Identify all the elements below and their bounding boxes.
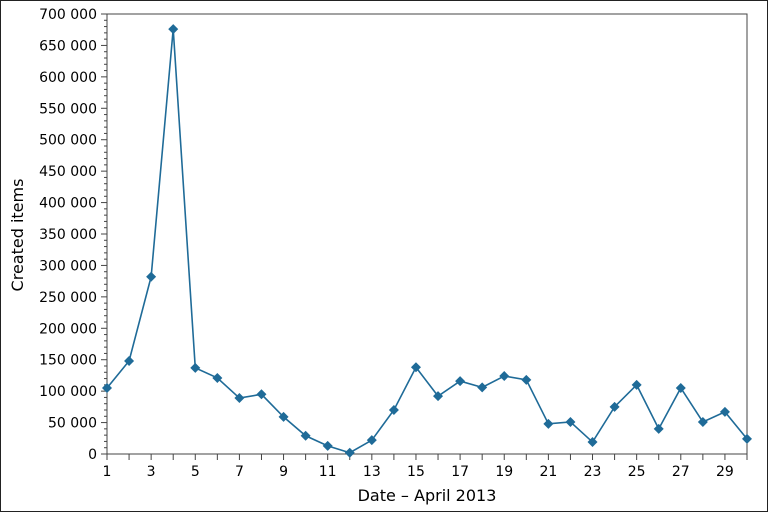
data-point-marker [609,401,620,412]
data-point-marker [477,382,488,393]
plot-frame [106,13,748,455]
y-axis-label: Created items [8,179,27,292]
y-tick-label: 50 000 [48,416,97,432]
y-tick-label: 100 000 [39,384,97,400]
data-point-marker [631,379,642,390]
y-tick-label: 650 000 [39,38,97,54]
y-tick-label: 550 000 [39,101,97,117]
data-point-marker [212,372,223,383]
y-tick-label: 700 000 [39,7,97,23]
data-point-marker [190,362,201,373]
x-tick-label: 15 [407,464,425,480]
y-tick-label: 350 000 [39,227,97,243]
data-point-marker [565,416,576,427]
data-point-marker [433,391,444,402]
data-point-marker [388,405,399,415]
data-point-marker [499,371,510,382]
data-point-marker [146,271,157,282]
data-point-marker [587,437,598,448]
x-tick-label: 27 [672,464,690,480]
data-point-marker [256,389,267,400]
data-point-marker [278,411,289,422]
x-tick-label: 11 [319,464,337,480]
data-point-marker [168,24,179,35]
y-tick-label: 250 000 [39,290,97,306]
data-point-marker [543,418,554,429]
data-point-marker [742,433,752,444]
data-point-marker [410,362,421,373]
axes: 0 50 000 100 000 150 000 200 000 250 000 300 0… [39,7,748,480]
series [102,24,752,458]
x-tick-label: 19 [495,464,513,480]
data-point-marker [366,435,377,446]
y-tick-label: 300 000 [39,258,97,274]
y-tick-label: 150 000 [39,353,97,369]
data-point-marker [102,383,112,393]
y-tick-label: 500 000 [39,133,97,149]
y-tick-label: 200 000 [39,321,97,337]
y-tick-label: 450 000 [39,164,97,180]
x-tick-label: 23 [584,464,602,480]
x-tick-label: 3 [147,464,156,480]
data-point-marker [697,416,708,427]
data-point-marker [455,376,466,387]
data-point-marker [653,423,664,434]
data-point-marker [234,393,245,404]
data-point-marker [521,374,532,385]
x-tick-label: 13 [363,464,381,480]
y-tick-label: 0 [88,447,97,463]
x-tick-label: 5 [191,464,200,480]
data-point-marker [675,383,686,393]
x-axis-label: Date – April 2013 [358,486,497,505]
x-tick-label: 25 [628,464,646,480]
series-line [106,29,748,454]
y-tick-label: 600 000 [39,70,97,86]
x-tick-label: 9 [279,464,288,480]
x-tick-label: 1 [103,464,112,480]
x-tick-label: 21 [539,464,557,480]
data-point-marker [719,406,730,417]
x-tick-label: 7 [235,464,244,480]
data-point-marker [300,430,311,441]
data-point-marker [322,440,333,451]
y-tick-label: 400 000 [39,196,97,212]
data-point-marker [344,447,355,458]
data-point-marker [124,355,135,366]
x-tick-label: 17 [451,464,469,480]
x-tick-label: 29 [716,464,734,480]
